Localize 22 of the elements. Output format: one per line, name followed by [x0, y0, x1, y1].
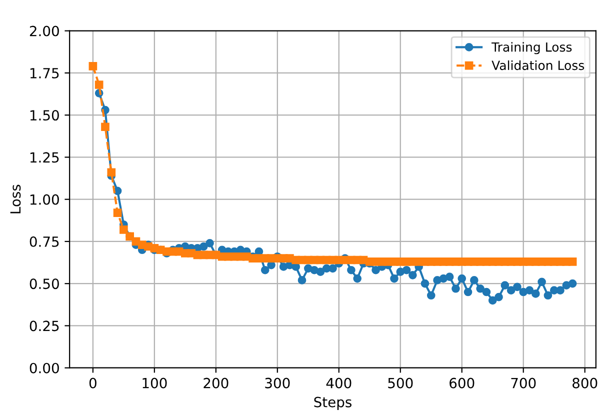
y-axis-title: Loss: [10, 184, 21, 214]
y-tick-label: 1.25: [30, 152, 59, 163]
x-tick-label: 600: [450, 378, 474, 388]
x-tick-label: 200: [204, 378, 228, 388]
y-tick-label: 0.50: [30, 278, 59, 290]
legend-label: Training Loss: [492, 42, 572, 54]
x-tick-label: 400: [326, 378, 352, 388]
y-tick-label: 1.50: [30, 110, 59, 121]
y-tick-label: 2.00: [30, 26, 59, 36]
y-tick-label: 1.75: [30, 68, 59, 78]
x-tick-label: 500: [388, 378, 413, 388]
y-tick-label: 1.00: [30, 194, 59, 205]
x-tick-label: 0: [89, 378, 96, 388]
legend-label: Validation Loss: [492, 60, 584, 70]
x-tick-label: 300: [265, 378, 290, 388]
x-tick-label: 700: [511, 378, 536, 388]
x-tick-label: 800: [572, 378, 598, 388]
y-tick-label: 0.25: [30, 320, 59, 332]
x-axis-title: Steps: [314, 396, 352, 410]
y-tick-label: 0.75: [30, 236, 59, 247]
x-tick-label: 100: [142, 378, 167, 388]
y-tick-label: 0.00: [30, 362, 59, 374]
